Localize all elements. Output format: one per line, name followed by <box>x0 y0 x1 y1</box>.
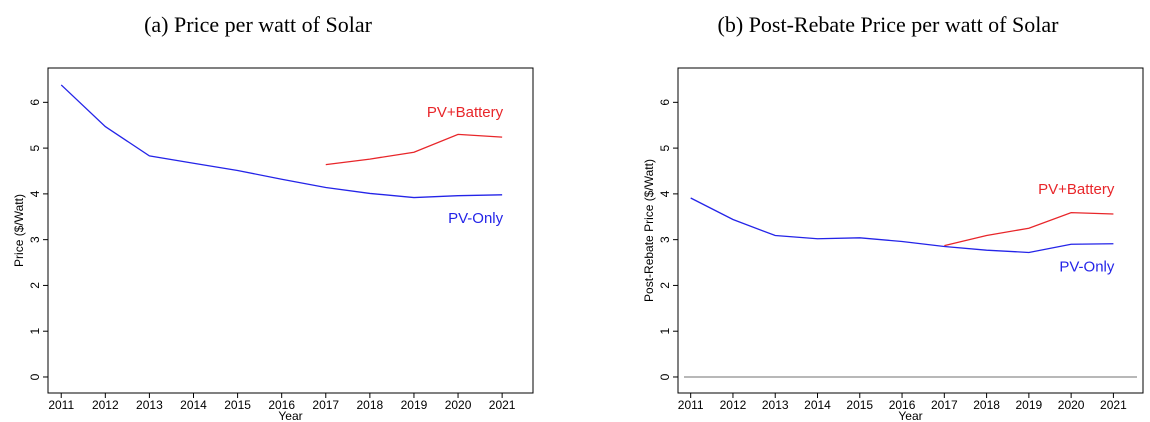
x-tick-label: 2014 <box>804 398 831 412</box>
y-tick-label: 6 <box>658 99 672 106</box>
chart-title: (a) Price per watt of Solar <box>144 12 373 37</box>
series-line <box>690 197 1114 254</box>
series-label: PV+Battery <box>427 104 504 121</box>
x-tick-label: 2011 <box>48 398 74 412</box>
x-tick-label: 2017 <box>931 398 958 412</box>
x-tick-label: 2021 <box>1100 398 1127 412</box>
x-tick-label: 2021 <box>489 398 516 412</box>
series-line <box>944 211 1114 247</box>
x-tick-label: 2012 <box>720 398 747 412</box>
y-tick-label: 6 <box>28 99 42 106</box>
y-tick-label: 2 <box>28 282 42 289</box>
x-tick-label: 2016 <box>268 398 295 412</box>
chart-title: (b) Post-Rebate Price per watt of Solar <box>718 12 1060 37</box>
x-tick-label: 2012 <box>92 398 119 412</box>
y-tick-label: 5 <box>658 144 672 151</box>
y-tick-label: 1 <box>658 328 672 335</box>
y-tick-label: 2 <box>658 282 672 289</box>
x-axis-label: Year <box>278 409 302 422</box>
x-tick-label: 2020 <box>445 398 472 412</box>
plot-frame <box>677 67 1144 394</box>
plot-frame <box>47 67 534 394</box>
y-tick-label: 1 <box>28 328 42 335</box>
x-tick-label: 2017 <box>312 398 339 412</box>
x-tick-label: 2011 <box>678 398 704 412</box>
y-tick-label: 5 <box>28 144 42 151</box>
y-tick-label: 4 <box>28 190 42 197</box>
y-axis-label: Post-Rebate Price ($/Watt) <box>642 159 656 302</box>
y-tick-label: 3 <box>28 236 42 243</box>
series-label: PV-Only <box>448 210 504 227</box>
x-tick-label: 2015 <box>224 398 251 412</box>
x-tick-label: 2015 <box>846 398 873 412</box>
x-tick-label: 2018 <box>973 398 1000 412</box>
x-tick-label: 2014 <box>180 398 207 412</box>
y-axis-label: Price ($/Watt) <box>12 194 26 267</box>
x-tick-label: 2020 <box>1058 398 1085 412</box>
series-label: PV+Battery <box>1038 181 1115 198</box>
x-axis-label: Year <box>898 409 922 422</box>
x-tick-label: 2013 <box>762 398 789 412</box>
x-tick-label: 2019 <box>401 398 428 412</box>
x-tick-label: 2018 <box>357 398 384 412</box>
series-line <box>325 133 503 166</box>
y-tick-label: 0 <box>658 373 672 380</box>
series-label: PV-Only <box>1059 259 1115 276</box>
series-line <box>60 84 503 199</box>
y-tick-label: 3 <box>658 236 672 243</box>
x-tick-label: 2013 <box>136 398 163 412</box>
y-tick-label: 4 <box>658 190 672 197</box>
y-tick-label: 0 <box>28 373 42 380</box>
x-tick-label: 2019 <box>1016 398 1043 412</box>
x-tick-label: 2016 <box>889 398 916 412</box>
